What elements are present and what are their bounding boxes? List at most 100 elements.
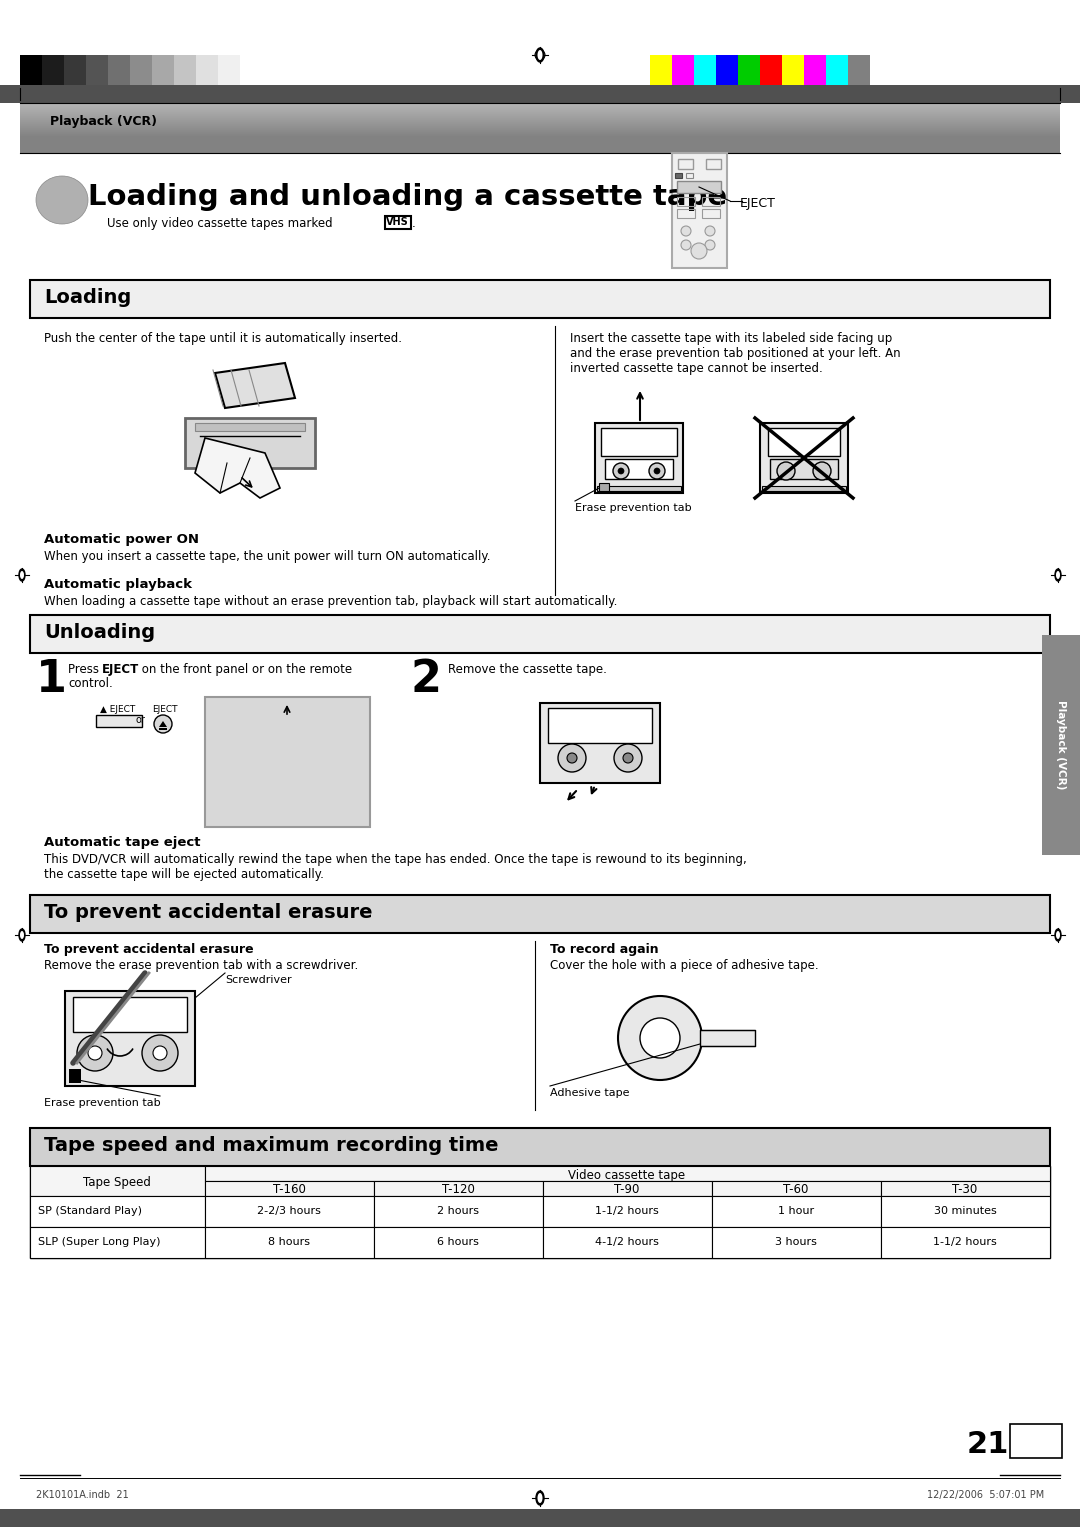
Bar — [159, 728, 167, 730]
Circle shape — [154, 715, 172, 733]
Text: 8 hours: 8 hours — [268, 1237, 310, 1248]
Ellipse shape — [19, 570, 25, 580]
Bar — [650, 55, 672, 86]
Circle shape — [640, 1019, 680, 1058]
Text: on the front panel or on the remote: on the front panel or on the remote — [138, 663, 352, 676]
Text: 2K10101A.indb  21: 2K10101A.indb 21 — [36, 1490, 129, 1500]
Bar — [1042, 635, 1080, 855]
Text: Insert the cassette tape with its labeled side facing up
and the erase preventio: Insert the cassette tape with its labele… — [570, 331, 901, 376]
Circle shape — [705, 226, 715, 237]
Bar — [700, 1031, 755, 1046]
Bar — [205, 1228, 374, 1258]
Bar — [0, 1509, 1080, 1527]
Text: control.: control. — [68, 676, 112, 690]
Bar — [712, 1228, 881, 1258]
Ellipse shape — [538, 1493, 542, 1503]
Circle shape — [87, 1046, 102, 1060]
Bar — [672, 55, 694, 86]
Text: To prevent accidental erasure: To prevent accidental erasure — [44, 944, 254, 956]
Circle shape — [618, 467, 624, 473]
Bar — [605, 460, 673, 479]
Bar — [677, 197, 696, 206]
Bar — [96, 715, 141, 727]
Polygon shape — [195, 438, 280, 498]
Text: 30 minutes: 30 minutes — [933, 1206, 997, 1215]
Bar — [881, 1228, 1050, 1258]
Bar — [595, 423, 683, 493]
Bar — [240, 55, 262, 86]
Bar — [694, 55, 716, 86]
Text: T-160: T-160 — [272, 1183, 306, 1196]
Bar — [738, 55, 760, 86]
Bar — [30, 615, 1050, 654]
Text: 6 hours: 6 hours — [437, 1237, 478, 1248]
Text: EJECT: EJECT — [152, 705, 177, 715]
Text: ▲ EJECT: ▲ EJECT — [100, 705, 135, 715]
Ellipse shape — [36, 176, 87, 224]
Bar — [712, 1196, 881, 1228]
Polygon shape — [159, 721, 167, 727]
Text: 3 hours: 3 hours — [775, 1237, 816, 1248]
Circle shape — [618, 996, 702, 1080]
Bar — [30, 1167, 205, 1196]
Circle shape — [567, 753, 577, 764]
Text: SP (Standard Play): SP (Standard Play) — [38, 1206, 141, 1215]
Circle shape — [705, 240, 715, 250]
Bar — [205, 1196, 374, 1228]
Bar — [195, 423, 305, 431]
Bar — [702, 197, 720, 206]
Text: T-120: T-120 — [442, 1183, 474, 1196]
Text: Erase prevention tab: Erase prevention tab — [575, 502, 691, 513]
Ellipse shape — [1056, 931, 1059, 939]
Bar — [0, 86, 1080, 102]
Text: When loading a cassette tape without an erase prevention tab, playback will star: When loading a cassette tape without an … — [44, 596, 618, 608]
Circle shape — [141, 1035, 178, 1070]
Bar — [848, 55, 870, 86]
Text: Remove the erase prevention tab with a screwdriver.: Remove the erase prevention tab with a s… — [44, 959, 359, 973]
Bar — [174, 55, 195, 86]
Circle shape — [615, 744, 642, 773]
Bar — [672, 153, 727, 269]
Bar — [804, 55, 826, 86]
Text: Push the center of the tape until it is automatically inserted.: Push the center of the tape until it is … — [44, 331, 402, 345]
Text: VHS: VHS — [386, 217, 408, 228]
Text: Cover the hole with a piece of adhesive tape.: Cover the hole with a piece of adhesive … — [550, 959, 819, 973]
Bar — [152, 55, 174, 86]
Text: Tape speed and maximum recording time: Tape speed and maximum recording time — [44, 1136, 499, 1154]
Bar — [760, 423, 848, 493]
Ellipse shape — [21, 571, 24, 579]
Text: EJECT: EJECT — [102, 663, 139, 676]
Text: 2: 2 — [410, 658, 441, 701]
Bar — [205, 1180, 374, 1196]
Text: Use only video cassette tapes marked: Use only video cassette tapes marked — [107, 217, 336, 231]
Bar — [712, 1180, 881, 1196]
Text: Automatic power ON: Automatic power ON — [44, 533, 199, 547]
Text: Loading and unloading a cassette tape: Loading and unloading a cassette tape — [87, 183, 727, 211]
Bar — [30, 1196, 205, 1228]
Bar — [86, 55, 108, 86]
Bar — [543, 1196, 712, 1228]
Bar — [768, 428, 840, 457]
Text: Automatic playback: Automatic playback — [44, 579, 192, 591]
Bar — [543, 1228, 712, 1258]
Circle shape — [649, 463, 665, 479]
Text: To record again: To record again — [550, 944, 659, 956]
Bar — [30, 1128, 1050, 1167]
Bar — [881, 1180, 1050, 1196]
Text: T-60: T-60 — [783, 1183, 809, 1196]
Ellipse shape — [1055, 928, 1061, 941]
Circle shape — [691, 243, 707, 260]
Bar — [826, 55, 848, 86]
Text: 1 hour: 1 hour — [778, 1206, 814, 1215]
Bar — [218, 55, 240, 86]
Text: Automatic tape eject: Automatic tape eject — [44, 835, 201, 849]
Bar — [686, 173, 693, 179]
Bar — [21, 55, 42, 86]
Bar — [702, 209, 720, 218]
Bar — [677, 209, 696, 218]
Bar — [0, 0, 1080, 90]
Text: 1-1/2 hours: 1-1/2 hours — [595, 1206, 659, 1215]
Text: Screwdriver: Screwdriver — [225, 976, 292, 985]
Text: .: . — [411, 217, 416, 231]
Text: or: or — [136, 715, 146, 725]
